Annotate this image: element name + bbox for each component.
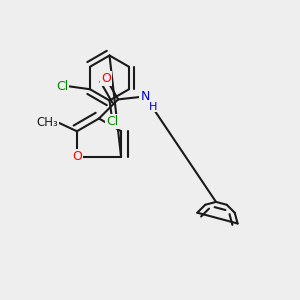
Text: N: N: [140, 90, 150, 103]
Text: H: H: [148, 102, 157, 112]
Text: CH₃: CH₃: [36, 116, 58, 129]
Text: O: O: [101, 72, 111, 85]
Text: Cl: Cl: [106, 115, 119, 128]
Text: Cl: Cl: [56, 80, 68, 93]
Text: O: O: [72, 150, 82, 163]
